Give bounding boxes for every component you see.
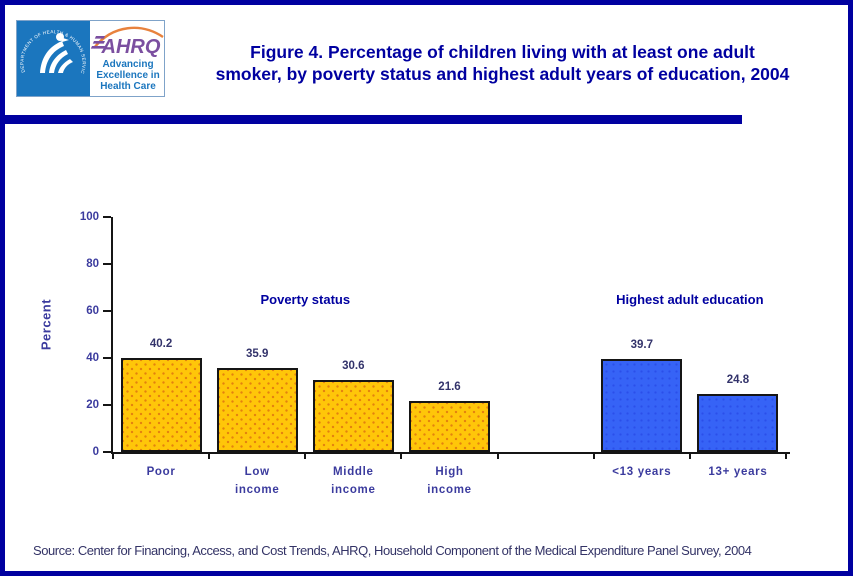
category-label-line: Poor — [146, 466, 176, 478]
y-tick-label: 40 — [86, 352, 99, 364]
y-tick-label: 100 — [79, 211, 99, 223]
y-axis-line — [111, 217, 113, 454]
bar-13+-years — [697, 393, 779, 452]
category-label: Middle income — [298, 464, 408, 499]
category-label-line: <13 years — [612, 466, 672, 478]
ahrq-tagline-line-1: Advancing — [102, 59, 153, 70]
x-axis-line — [111, 452, 790, 454]
y-tick — [103, 451, 111, 453]
x-tick — [496, 454, 499, 459]
figure-title-line-1: Figure 4. Percentage of children living … — [250, 42, 755, 62]
category-label-line: income — [427, 483, 472, 496]
y-tick-label: 0 — [92, 446, 99, 458]
y-tick — [103, 357, 111, 359]
ahrq-tagline-line-3: Health Care — [100, 81, 156, 92]
y-tick-label: 60 — [86, 305, 99, 317]
category-label-line: income — [331, 483, 376, 496]
source-note: Source: Center for Financing, Access, an… — [33, 543, 752, 558]
x-tick — [208, 454, 211, 459]
group-label-poverty-status: Poverty status — [260, 292, 351, 307]
figure-title: Figure 4. Percentage of children living … — [165, 41, 840, 85]
category-label: High income — [394, 464, 504, 499]
group-label-highest-adult-education: Highest adult education — [616, 292, 764, 307]
ahrq-hhs-logo-image: DEPARTMENT OF HEALTH & HUMAN SERVICES · … — [14, 16, 165, 97]
bar-value-label: 24.8 — [726, 373, 750, 386]
x-tick — [785, 454, 787, 459]
bar-<13-years — [601, 358, 683, 452]
category-label: Poor — [106, 464, 216, 482]
bar-value-label: 35.9 — [246, 347, 269, 360]
y-tick — [103, 404, 111, 406]
hhs-eagle-icon — [40, 33, 73, 73]
bar-middle-income — [312, 380, 394, 452]
bar-value-label: 30.6 — [342, 360, 365, 373]
bar-low-income — [216, 367, 298, 452]
x-tick — [112, 454, 114, 459]
y-tick-label: 20 — [86, 399, 99, 411]
x-tick — [304, 454, 307, 459]
bar-value-label: 40.2 — [149, 337, 173, 350]
y-tick-label: 80 — [86, 258, 99, 270]
x-tick — [592, 454, 595, 459]
bar-poor — [120, 357, 202, 452]
category-label: Low income — [202, 464, 312, 499]
bar-value-label: 39.7 — [630, 338, 653, 351]
category-label-line: income — [234, 483, 280, 496]
header-divider-bar — [5, 115, 742, 124]
ahrq-speed-lines-icon — [90, 36, 105, 49]
x-tick — [400, 454, 403, 459]
x-tick — [688, 454, 691, 459]
category-label: 13+ years — [683, 464, 793, 482]
ahrq-tagline-line-2: Excellence in — [96, 70, 159, 81]
y-axis-title: Percent — [38, 298, 54, 351]
figure-title-line-2: smoker, by poverty status and highest ad… — [215, 64, 790, 84]
ahrq-acronym-text: AHRQ — [101, 36, 161, 58]
y-tick — [103, 263, 111, 265]
y-tick — [103, 216, 111, 218]
category-label-line: Middle — [333, 466, 374, 478]
category-label: <13 years — [587, 464, 697, 482]
bar-value-label: 21.6 — [438, 381, 461, 394]
category-label-line: 13+ years — [708, 466, 768, 478]
bar-high-income — [409, 401, 490, 452]
category-label-line: Low — [244, 466, 270, 478]
ahrq-hhs-logo: DEPARTMENT OF HEALTH & HUMAN SERVICES · … — [14, 16, 165, 97]
y-tick — [103, 310, 111, 312]
category-label-line: High — [435, 466, 464, 478]
hhs-logo-background — [17, 21, 90, 96]
